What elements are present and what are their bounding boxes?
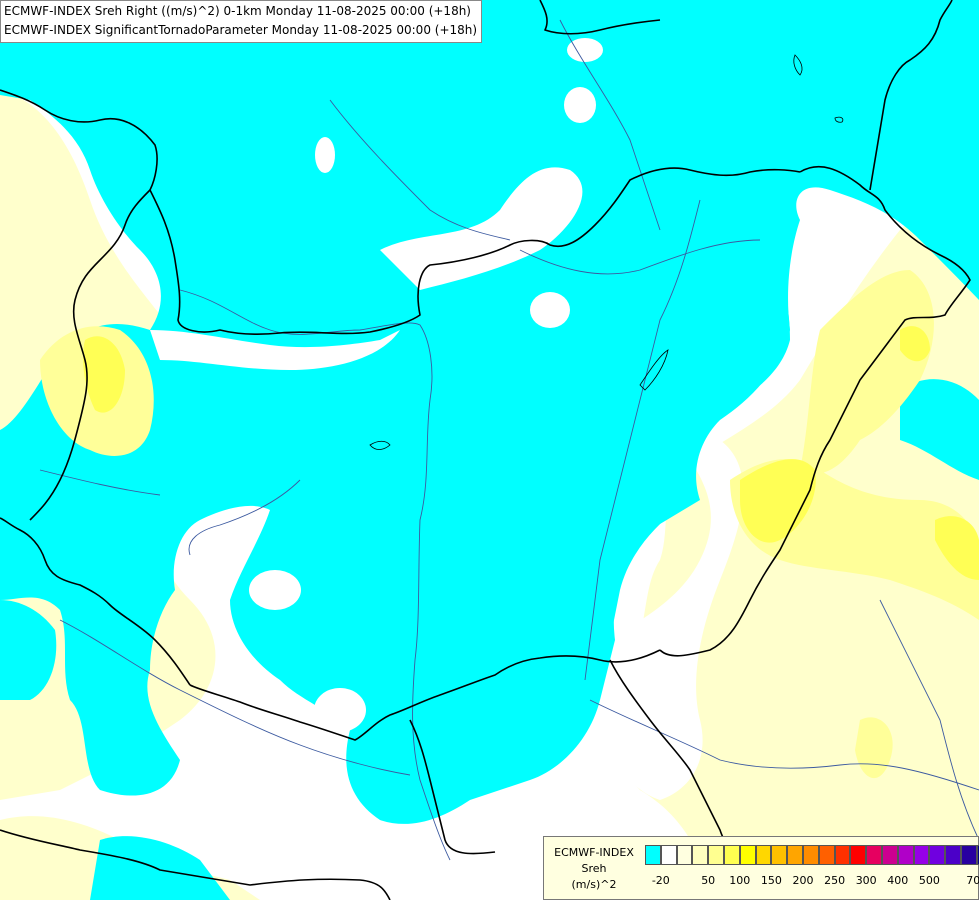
legend-tick-label: 500	[918, 874, 940, 887]
border-southwest	[0, 517, 191, 686]
border-northeast-top	[869, 0, 953, 191]
white-band-north	[380, 167, 583, 290]
river	[519, 239, 761, 275]
legend-swatch	[708, 845, 724, 865]
legend-tick-label: 50	[701, 874, 716, 887]
strong-yellow-far-east	[935, 516, 979, 580]
map-title-line-2: ECMWF-INDEX SignificantTornadoParameter …	[4, 23, 478, 37]
white-region-south	[510, 768, 604, 830]
legend-tick-label: 400	[887, 874, 909, 887]
legend-swatches	[645, 845, 979, 865]
white-island	[530, 292, 570, 328]
strong-yellow-west	[83, 336, 125, 413]
river	[329, 99, 511, 241]
legend-swatch	[913, 845, 930, 865]
legend-swatch	[929, 845, 946, 865]
river	[59, 619, 411, 776]
map-title-line-1: ECMWF-INDEX Sreh Right ((m/s)^2) 0-1km M…	[4, 4, 471, 18]
white-band-west	[150, 330, 400, 370]
white-island	[567, 38, 603, 62]
legend-swatch	[850, 845, 867, 865]
legend-swatch	[755, 845, 772, 865]
strong-yellow-regions	[83, 326, 979, 580]
lake	[793, 54, 803, 76]
border-west	[29, 189, 151, 521]
lake	[639, 349, 669, 391]
river	[584, 199, 701, 681]
river	[589, 699, 979, 791]
legend-swatch	[834, 845, 851, 865]
lake	[369, 440, 391, 450]
legend-tick-label: 700	[966, 874, 979, 887]
river	[879, 599, 979, 841]
white-islands	[150, 38, 603, 732]
legend-swatch	[976, 845, 979, 865]
legend-swatch	[645, 845, 661, 865]
river	[39, 469, 161, 496]
legend-tick-label: 200	[792, 874, 814, 887]
yellow-zone-south	[855, 717, 893, 779]
white-island	[564, 87, 596, 123]
white-island	[249, 570, 301, 610]
river	[188, 479, 301, 556]
lakes	[369, 54, 844, 450]
legend-swatch	[881, 845, 898, 865]
legend-title-line-1: ECMWF-INDEX	[554, 846, 634, 859]
strong-yellow-northeast	[900, 326, 930, 362]
cyan-southwest	[0, 600, 57, 700]
cyan-center	[410, 240, 790, 794]
legend-swatch	[802, 845, 819, 865]
legend-swatch	[897, 845, 914, 865]
legend-swatch	[787, 845, 803, 865]
legend-swatch	[960, 845, 977, 865]
border-north-top	[539, 0, 661, 35]
white-regions	[510, 440, 744, 830]
legend-swatch	[739, 845, 756, 865]
legend-swatch	[866, 845, 882, 865]
legend-tick-label: -20	[651, 874, 670, 887]
rivers	[39, 19, 979, 861]
cyan-east-lobe	[900, 379, 979, 480]
legend-swatch	[818, 845, 835, 865]
legend-title: ECMWF-INDEX Sreh (m/s)^2	[548, 845, 640, 893]
border-south	[189, 649, 661, 741]
map-title-box: ECMWF-INDEX Sreh Right ((m/s)^2) 0-1km M…	[0, 0, 483, 43]
legend-swatch	[945, 845, 961, 865]
legend-tick-label: 150	[760, 874, 782, 887]
river	[559, 19, 661, 231]
legend-ticks: -20 50 100 150 200 250 300 400 500 700	[645, 874, 979, 890]
white-island	[314, 688, 366, 732]
strong-yellow-east	[740, 459, 816, 543]
legend-swatch	[660, 845, 677, 865]
white-island	[315, 137, 335, 173]
legend-title-line-3: (m/s)^2	[571, 878, 617, 891]
border-southwest-lower	[0, 829, 391, 900]
legend-title-line-2: Sreh	[581, 862, 607, 875]
cyan-north	[0, 0, 979, 824]
legend-tick-label: 100	[729, 874, 751, 887]
color-legend: ECMWF-INDEX Sreh (m/s)^2 -20 50 100 150 200 2…	[543, 836, 979, 900]
cyan-south-edge	[90, 836, 230, 900]
border-north	[0, 89, 801, 336]
lake	[834, 116, 844, 123]
legend-swatch	[692, 845, 709, 865]
white-region-east	[600, 440, 744, 800]
river	[179, 289, 451, 861]
legend-swatch	[723, 845, 740, 865]
border-south-lower	[409, 719, 496, 855]
legend-swatch	[676, 845, 693, 865]
legend-tick-label: 300	[855, 874, 877, 887]
legend-tick-label: 250	[824, 874, 846, 887]
border-northeast	[659, 165, 971, 657]
legend-swatch	[771, 845, 788, 865]
